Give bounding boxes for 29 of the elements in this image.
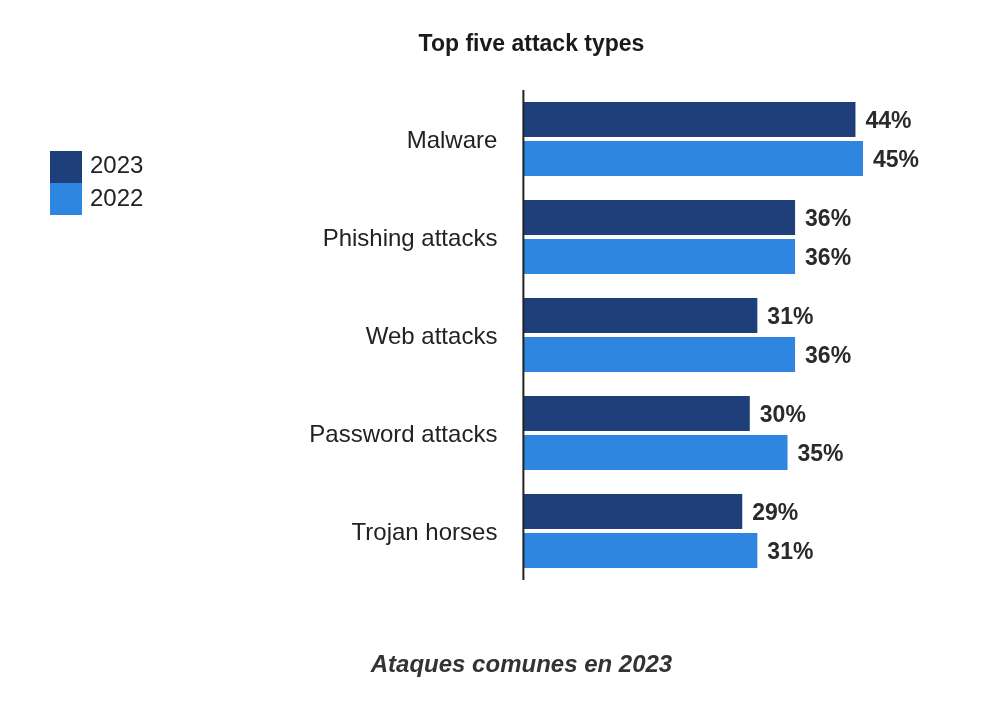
bar xyxy=(523,435,788,470)
data-label: 31% xyxy=(767,302,814,329)
legend-label: 2022 xyxy=(90,183,144,211)
legend-label: 2023 xyxy=(90,151,144,178)
bar xyxy=(523,298,758,333)
bar xyxy=(523,533,758,568)
bar xyxy=(523,337,796,372)
bar xyxy=(523,200,796,235)
data-label: 35% xyxy=(797,439,844,466)
y-tick-label: Malware xyxy=(406,125,498,153)
data-label: 36% xyxy=(805,204,852,231)
data-label: 36% xyxy=(805,341,852,368)
chart-title: Top five attack types xyxy=(417,29,646,58)
y-tick-label: Password attacks xyxy=(309,419,498,447)
y-tick-label: Web attacks xyxy=(365,321,498,349)
data-label: 36% xyxy=(805,243,852,270)
data-label: 44% xyxy=(865,106,912,133)
y-tick-label: Phishing attacks xyxy=(322,223,498,251)
y-tick-label: Trojan horses xyxy=(351,517,498,545)
bar xyxy=(523,141,863,176)
data-label: 29% xyxy=(752,498,799,525)
bar xyxy=(523,396,750,431)
data-label: 30% xyxy=(759,400,806,427)
bar xyxy=(523,494,743,529)
bar xyxy=(523,102,856,137)
text: Ataques comunes en 2023 xyxy=(369,650,674,678)
data-label: 31% xyxy=(767,537,814,564)
data-label: 45% xyxy=(873,145,920,172)
bar xyxy=(523,239,796,274)
